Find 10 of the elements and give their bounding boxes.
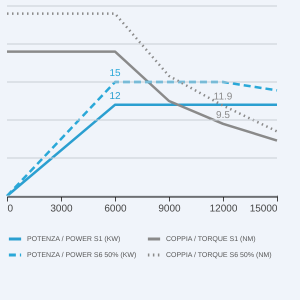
x-tick-label: 3000 (50, 204, 74, 214)
x-tick-label: 0 (8, 204, 14, 214)
x-tick-label: 9000 (158, 204, 182, 214)
x-tick-label: 6000 (104, 204, 128, 214)
data-label: 15 (109, 68, 121, 79)
x-tick-label: 12000 (210, 204, 238, 214)
data-label: 11.9 (214, 92, 233, 103)
x-tick-label: 15000 (250, 204, 278, 214)
data-label: 12 (109, 90, 121, 102)
data-label: 9.5 (216, 110, 230, 121)
